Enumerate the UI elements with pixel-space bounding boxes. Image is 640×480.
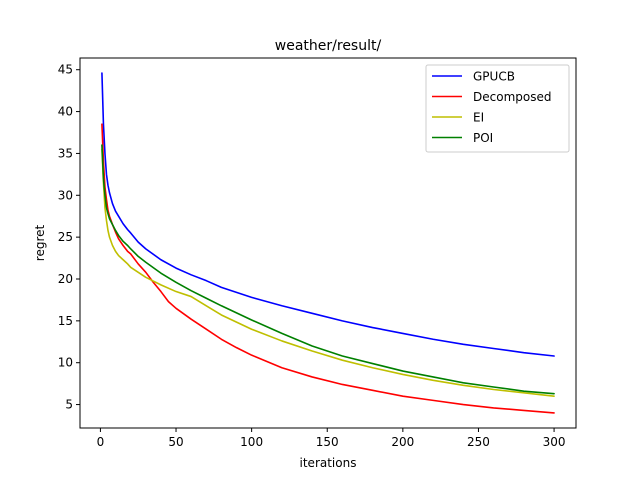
x-tick-label: 0 — [97, 435, 105, 449]
legend-label-ei: EI — [473, 111, 484, 125]
plot-frame — [79, 57, 577, 429]
series-line-ei — [101, 148, 555, 397]
y-tick-label: 30 — [58, 188, 73, 202]
legend: GPUCB Decomposed EI POI — [425, 64, 570, 153]
series-layer — [101, 72, 555, 414]
legend-box — [425, 64, 570, 153]
y-axis: 5 10 15 20 25 30 35 40 45 — [58, 63, 80, 412]
legend-label-poi: POI — [473, 131, 493, 145]
legend-label-gpucb: GPUCB — [473, 70, 515, 84]
x-tick-label: 200 — [391, 435, 414, 449]
x-axis: 0 50 100 150 200 250 300 — [97, 428, 566, 449]
series-line-poi — [101, 144, 555, 395]
x-tick-label: 250 — [467, 435, 490, 449]
legend-label-decomposed: Decomposed — [473, 90, 551, 104]
y-tick-label: 40 — [58, 105, 73, 119]
legend-items: GPUCB Decomposed EI POI — [432, 70, 551, 145]
x-axis-label: iterations — [300, 456, 357, 470]
x-tick-label: 150 — [316, 435, 339, 449]
series-line-decomposed — [101, 123, 555, 414]
series-line-gpucb — [101, 72, 555, 357]
y-tick-label: 25 — [58, 230, 73, 244]
y-tick-label: 15 — [58, 314, 73, 328]
x-tick-label: 50 — [168, 435, 183, 449]
y-tick-label: 20 — [58, 272, 73, 286]
x-tick-label: 100 — [240, 435, 263, 449]
x-tick-label: 300 — [543, 435, 566, 449]
y-tick-label: 10 — [58, 356, 73, 370]
y-tick-label: 45 — [58, 63, 73, 77]
y-axis-label: regret — [33, 224, 47, 261]
y-tick-label: 5 — [65, 398, 73, 412]
y-tick-label: 35 — [58, 146, 73, 160]
chart-title: weather/result/ — [275, 38, 382, 54]
